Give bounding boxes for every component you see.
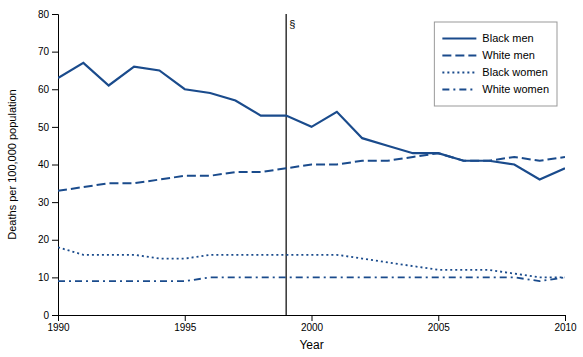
tick-mark [185,315,186,321]
legend-swatch [442,55,476,57]
legend-swatch [442,37,476,39]
line [58,247,565,277]
legend-item: Black women [442,66,547,78]
legend-item: White men [442,49,535,61]
line [58,277,565,281]
tick-label: 50 [38,122,50,133]
tick-mark [52,165,58,166]
tick-mark [52,202,58,203]
tick: 0 [43,310,58,321]
legend-label: Black women [482,66,547,78]
tick: 2005 [428,315,451,333]
tick: 2010 [554,315,577,333]
y-axis: 0 10 20 30 40 50 60 70 80 [38,9,59,321]
tick-mark [52,277,58,278]
tick-label: 40 [38,159,50,170]
legend-item: Black men [442,32,533,44]
tick-mark [52,315,58,316]
tick-label: 60 [38,84,50,95]
tick-mark [438,315,439,321]
x-axis: 1990 1995 2000 2005 2010 [47,315,577,333]
tick: 10 [38,272,58,283]
tick: 1995 [174,315,197,333]
tick-label: 80 [38,9,50,20]
tick-mark [52,240,58,241]
legend-label: White men [482,49,535,61]
tick-mark [52,52,58,53]
tick: 40 [38,159,58,170]
tick-label: 2000 [301,322,324,333]
tick-mark [565,315,566,321]
legend-swatch [442,72,476,74]
reference-line [286,14,287,315]
tick: 1990 [47,315,70,333]
legend: Black men White men Black women White women [434,22,557,106]
tick: 80 [38,9,58,20]
tick-mark [312,315,313,321]
tick: 50 [38,122,58,133]
tick: 2000 [301,315,324,333]
tick: 60 [38,84,58,95]
tick-label: 1990 [47,322,70,333]
marks [58,14,565,315]
y-axis-title: Deaths per 100,000 population [6,89,18,239]
tick-label: 10 [38,272,50,283]
legend-item: White women [442,83,549,95]
annotation: § [289,18,295,30]
tick-mark [52,127,58,128]
legend-box [434,22,557,106]
tick-label: 0 [43,310,49,321]
tick-mark [52,14,58,15]
tick: 30 [38,197,58,208]
legend-label: Black men [482,32,533,44]
legend-label: White women [482,83,549,95]
tick-label: 2010 [554,322,577,333]
tick: 70 [38,46,58,57]
line [58,153,565,191]
x-axis-title: Year [299,338,323,352]
tick-label: 70 [38,46,50,57]
tick-label: 1995 [174,322,197,333]
chart: 1990 1995 2000 2005 2010 0 10 20 30 40 50 60 70 80 § Bl… [0,0,583,357]
plot: 1990 1995 2000 2005 2010 0 10 20 30 40 50 60 70 80 § Bl… [38,9,577,333]
legend-swatch [442,89,476,91]
tick-label: 2005 [428,322,451,333]
tick: 20 [38,234,58,245]
tick-label: 30 [38,197,50,208]
axis-line [59,316,566,322]
tick-mark [52,89,58,90]
tick-label: 20 [38,234,50,245]
axis-line [52,15,59,316]
